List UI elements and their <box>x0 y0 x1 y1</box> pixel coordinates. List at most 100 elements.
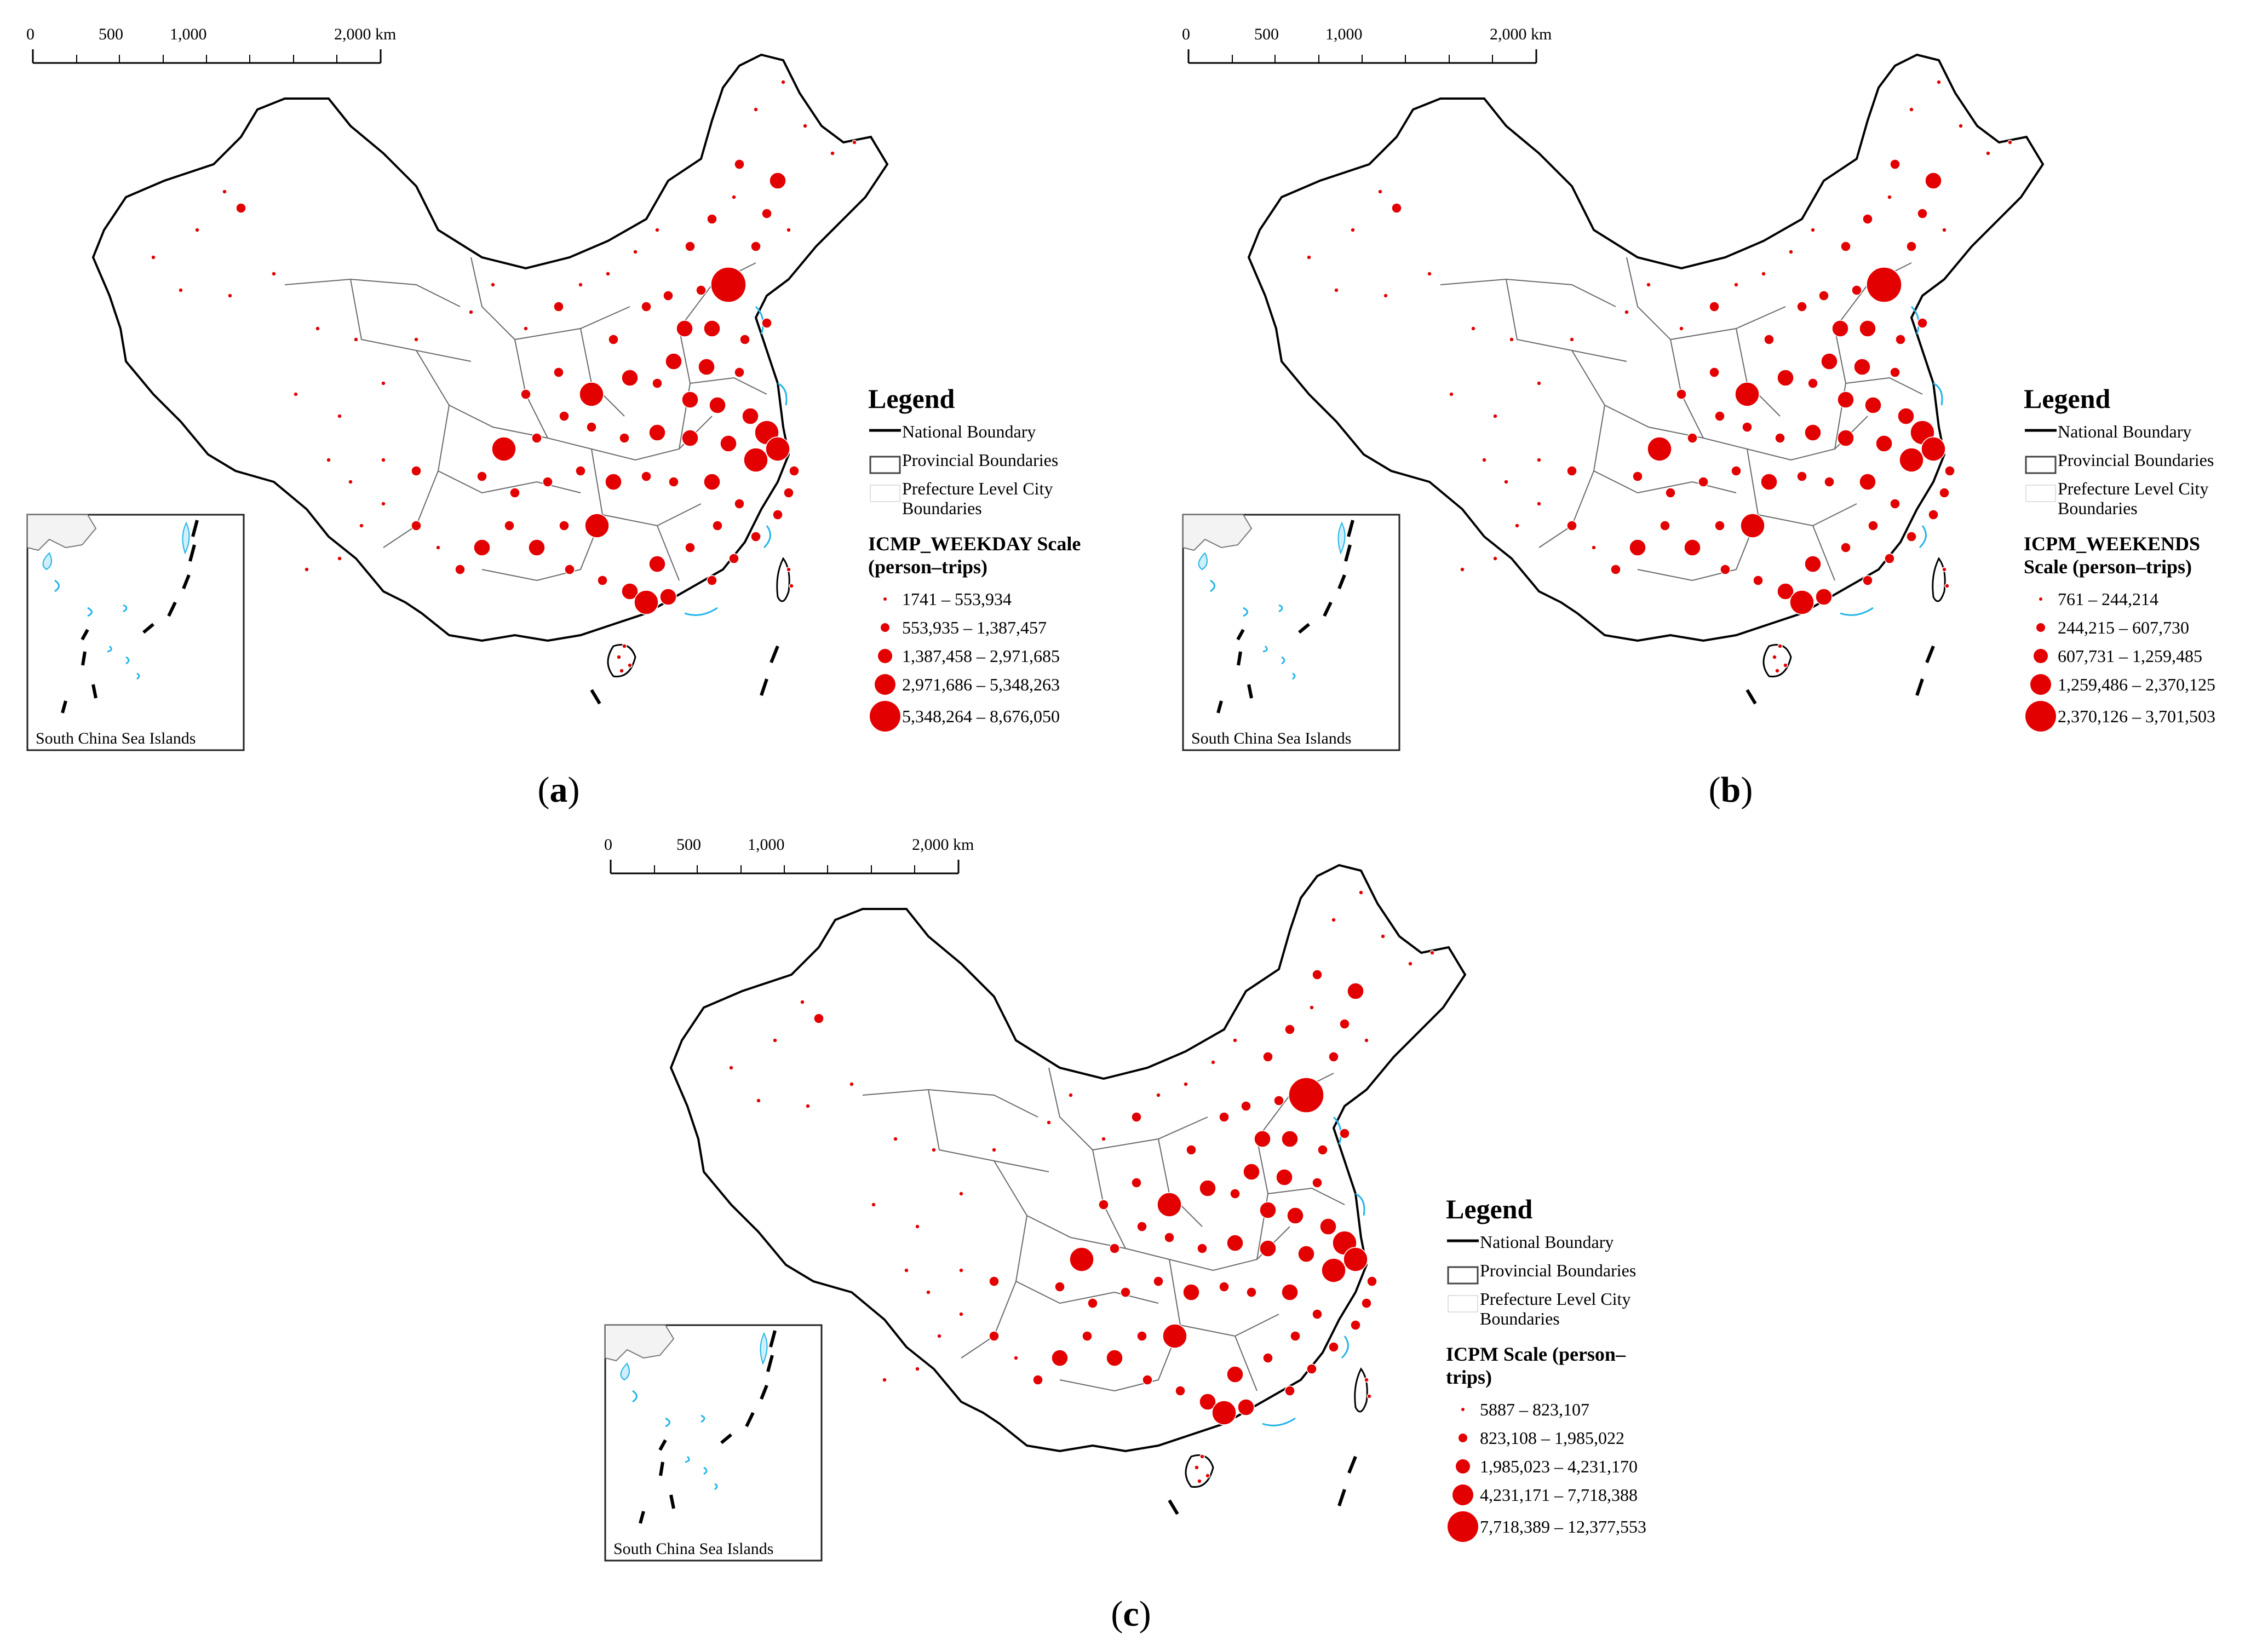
scale-tick-0: 0 <box>1182 25 1190 43</box>
city-trip-circle <box>1804 555 1822 573</box>
city-trip-circle <box>765 436 790 462</box>
legend-class-4: 1,259,486 – 2,370,125 <box>2058 674 2215 694</box>
city-trip-circle <box>1460 567 1465 572</box>
city-trip-circle <box>1175 1385 1186 1396</box>
city-trip-circle <box>559 520 570 531</box>
city-trip-circle <box>293 392 298 397</box>
city-trip-circle <box>520 389 531 400</box>
city-trip-circle <box>1290 1331 1301 1342</box>
caption-a: (a) <box>537 770 580 810</box>
city-trip-circle <box>1383 293 1388 298</box>
city-trip-circle <box>703 320 721 337</box>
city-trip-circle <box>621 369 639 387</box>
city-trip-circle <box>1197 1243 1208 1254</box>
city-trip-circle <box>1824 476 1835 487</box>
city-trip-circle <box>1837 391 1854 408</box>
city-trip-circle <box>712 520 723 531</box>
city-trip-circle <box>236 203 246 214</box>
city-trip-circle <box>852 140 857 145</box>
city-trip-circle <box>991 1147 997 1153</box>
hainan-island <box>1185 1454 1214 1488</box>
city-trip-circle <box>1309 1005 1314 1010</box>
city-trip-circle <box>761 318 772 329</box>
city-trip-circle <box>1859 320 1876 337</box>
city-trip-circle <box>1884 553 1895 564</box>
city-trip-circle <box>1273 1095 1284 1106</box>
city-trip-circle <box>648 424 666 441</box>
city-trip-circle <box>1818 290 1829 301</box>
city-trip-circle <box>1492 413 1498 419</box>
city-trip-circle <box>1377 189 1383 194</box>
city-trip-circle <box>893 1136 898 1142</box>
city-trip-circle <box>151 255 156 260</box>
city-trip-circle <box>411 520 422 531</box>
scale-tick-500: 500 <box>676 836 701 854</box>
city-trip-circle <box>786 227 791 233</box>
city-trip-circle <box>1862 214 1873 225</box>
city-trip-circle <box>1131 1112 1142 1123</box>
city-trip-circle <box>1760 473 1778 491</box>
legend-national-boundary: National Boundary <box>868 422 1175 450</box>
city-trip-circle <box>1331 917 1336 923</box>
city-trip-circle <box>665 353 682 370</box>
city-trip-circle <box>1347 982 1364 1000</box>
city-trip-circle <box>742 407 759 425</box>
scale-tick-500: 500 <box>99 25 123 43</box>
city-trip-circle <box>1328 1051 1339 1062</box>
city-trip-circle <box>958 1311 964 1317</box>
city-trip-circle <box>1199 1179 1216 1197</box>
city-trip-circle <box>1859 473 1876 491</box>
city-trip-circle <box>882 1377 887 1383</box>
city-trip-circle <box>531 433 542 444</box>
city-trip-circle <box>1566 465 1577 476</box>
legend-c: Legend National Boundary Provincial Boun… <box>1446 1194 1753 1544</box>
city-trip-circle <box>1772 654 1777 660</box>
legend-national-boundary: National Boundary <box>1446 1232 1753 1261</box>
city-trip-circle <box>1632 471 1643 482</box>
city-trip-circle <box>1862 575 1873 586</box>
legend-scale-title: ICPM Scale (person–trips) <box>1446 1343 1626 1388</box>
city-trip-circle <box>455 564 466 575</box>
city-trip-circle <box>579 382 604 407</box>
scale-tick-2000: 2,000 km <box>1490 25 1552 43</box>
city-trip-circle <box>783 487 794 498</box>
city-trip-circle <box>1162 1323 1187 1349</box>
city-trip-circle <box>1821 353 1838 370</box>
city-trip-circle <box>1906 241 1917 252</box>
legend-provincial-label: Provincial Boundaries <box>1480 1261 1637 1280</box>
city-trip-circle <box>1157 1192 1182 1217</box>
city-trip-circle <box>633 249 638 255</box>
hainan-island <box>1762 644 1792 678</box>
city-trip-circle <box>1205 1473 1210 1478</box>
legend-national-boundary: National Boundary <box>2024 422 2268 450</box>
taiwan-island <box>1932 557 1946 602</box>
city-trip-circle <box>1101 1136 1106 1142</box>
city-trip-circle <box>750 531 761 542</box>
city-trip-circle <box>1471 326 1476 331</box>
city-trip-circle <box>1281 1130 1299 1148</box>
scale-tick-0: 0 <box>604 836 612 854</box>
city-trip-circle <box>1807 378 1818 389</box>
city-trip-circle <box>659 588 677 606</box>
city-trip-circle <box>668 476 679 487</box>
legend-city-label: Prefecture Level City Boundaries <box>902 479 1053 518</box>
city-trip-circle <box>720 435 737 452</box>
city-trip-circle <box>1733 282 1739 287</box>
city-trip-circle <box>1936 79 1942 85</box>
city-trip-circle <box>1591 545 1597 550</box>
city-trip-circle <box>1569 337 1575 342</box>
map-c: 0 500 1,000 2,000 km South China Sea Isl… <box>604 836 1467 1562</box>
hainan-island <box>607 644 636 678</box>
city-trip-circle <box>621 583 639 600</box>
city-trip-circle <box>528 539 546 556</box>
city-trip-circle <box>1288 1077 1324 1113</box>
city-trip-circle <box>1646 282 1651 287</box>
city-trip-circle <box>227 293 233 298</box>
city-trip-circle <box>337 556 342 561</box>
national-boundary <box>1247 53 2045 642</box>
city-trip-circle <box>491 436 516 462</box>
city-trip-circle <box>194 227 200 233</box>
city-trip-circle <box>1482 457 1487 463</box>
city-trip-circle <box>1777 583 1794 600</box>
city-trip-circle <box>1321 1258 1346 1283</box>
